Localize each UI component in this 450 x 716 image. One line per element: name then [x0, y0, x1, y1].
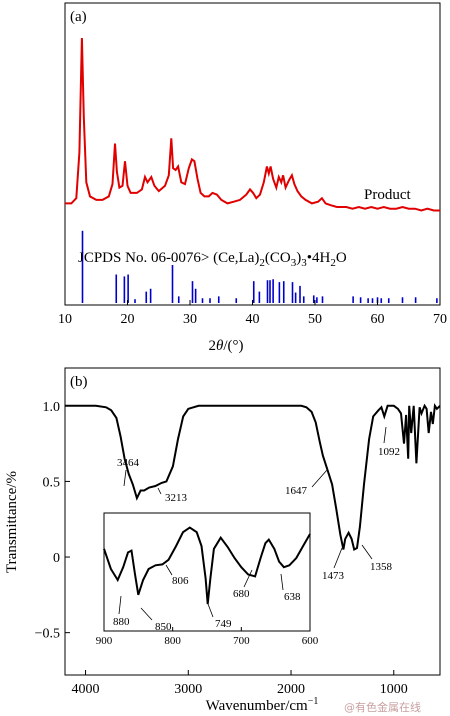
inset-annotation-leader — [280, 573, 284, 591]
inset-annotation-leader — [207, 603, 214, 618]
jcpds-reference-bars — [81, 230, 438, 303]
inset-frame — [103, 512, 311, 632]
panel-a: (a) Product JCPDS No. 06-0076> (Ce,La)2(… — [58, 2, 447, 354]
inset-annotation-leader — [118, 595, 122, 615]
jcpds-label: JCPDS No. 06-0076> (Ce,La)2(CO3)3•4H2O — [78, 250, 347, 269]
x-tick-label: 20 — [121, 312, 135, 327]
inset-tick-label: 600 — [302, 635, 319, 647]
jcpds-mid-2: ) — [296, 250, 301, 266]
ir-annotations: 3464 3213 1647 1473 1358 1092 — [117, 426, 400, 582]
inset-tick-label: 900 — [96, 635, 113, 647]
jcpds-sub-2: 3 — [291, 257, 297, 269]
inset-annotation-label: 850 — [155, 621, 172, 633]
annotation-label: 1092 — [378, 446, 400, 458]
annotation-label: 1473 — [322, 570, 345, 582]
inset-tick-label: 700 — [233, 635, 250, 647]
x-tick-label: 50 — [308, 312, 322, 327]
product-legend-label: Product — [364, 187, 411, 203]
annotation-leader — [311, 469, 328, 488]
x-tick-label: 30 — [183, 312, 197, 327]
jcpds-end: O — [336, 250, 347, 266]
inset-annotation-leader — [165, 564, 173, 576]
x-tick-label: 70 — [433, 312, 447, 327]
inset-x-ticks: 900 800 700 600 — [96, 627, 319, 647]
annotation-label: 3213 — [165, 492, 188, 504]
watermark: @有色金属在线 — [344, 700, 421, 714]
x-tick-label: 2000 — [277, 682, 305, 697]
jcpds-label-main: JCPDS No. 06-0076> (Ce,La) — [78, 250, 259, 266]
x-tick-label: 40 — [246, 312, 260, 327]
annotation-leader — [157, 487, 162, 495]
inset-annotation-leader — [243, 569, 253, 588]
ir-spectrum-line — [65, 402, 441, 551]
y-tick-label: 0.5 — [43, 475, 61, 490]
panel-b-label: (b) — [70, 374, 88, 390]
panel-b: (b) 3464 3213 1647 1473 1358 1092 4000 3000 200… — [4, 367, 441, 714]
panel-b-y-ticks: −0.5 0 0.5 1.0 — [35, 400, 70, 642]
jcpds-sub-4: 2 — [330, 257, 336, 269]
y-tick-label: 1.0 — [43, 400, 61, 415]
x-label-suffix: /(°) — [223, 338, 243, 354]
panel-a-x-axis-label: 2θ/(°) — [208, 338, 243, 354]
panel-b-x-axis-label: Wavenumber/cm−1 — [206, 696, 319, 714]
jcpds-sub-3: 3 — [301, 257, 307, 269]
panel-b-frame — [64, 367, 441, 676]
panel-a-label: (a) — [70, 9, 87, 25]
annotation-leader — [361, 544, 373, 560]
y-tick-label: −0.5 — [35, 627, 60, 642]
annotation-leader — [383, 426, 387, 444]
inset-annotation-label: 638 — [284, 591, 301, 603]
x-tick-label: 3000 — [174, 682, 202, 697]
x-label-prefix: 2 — [208, 338, 216, 354]
x-tick-label: 10 — [58, 312, 72, 327]
inset: 880 850 806 749 680 638 900 800 700 600 — [96, 512, 319, 647]
jcpds-sub-1: 2 — [259, 257, 265, 269]
x-tick-label: 1000 — [380, 682, 408, 697]
inset-annotation-label: 880 — [113, 616, 130, 628]
annotation-label: 1647 — [285, 485, 308, 497]
inset-annotation-leader — [140, 607, 153, 621]
inset-annotation-label: 749 — [215, 618, 232, 630]
xrd-product-line — [65, 37, 440, 212]
inset-annotation-label: 680 — [233, 588, 250, 600]
x-label-text: Wavenumber/cm — [206, 698, 308, 714]
inset-spectrum-line — [103, 526, 311, 605]
panel-b-y-axis-label: Transmittance/% — [4, 471, 20, 573]
x-tick-label: 4000 — [72, 682, 100, 697]
annotation-label: 3464 — [117, 457, 140, 469]
panel-b-x-ticks: 4000 3000 2000 1000 — [72, 670, 408, 697]
annotation-label: 1358 — [370, 561, 393, 573]
inset-annotation-label: 806 — [172, 575, 189, 587]
x-label-sup: −1 — [308, 696, 319, 707]
jcpds-mid-1: (CO — [265, 250, 291, 266]
x-tick-label: 60 — [371, 312, 385, 327]
x-label-theta: θ — [216, 338, 224, 354]
inset-tick-label: 800 — [164, 635, 181, 647]
jcpds-mid-3: •4H — [307, 250, 331, 266]
y-tick-label: 0 — [53, 551, 60, 566]
panel-a-x-ticks: 10 20 30 40 50 60 70 — [58, 300, 447, 327]
annotation-leader — [123, 469, 127, 487]
annotation-leader — [333, 547, 343, 569]
inset-annotations: 880 850 806 749 680 638 — [113, 564, 301, 633]
